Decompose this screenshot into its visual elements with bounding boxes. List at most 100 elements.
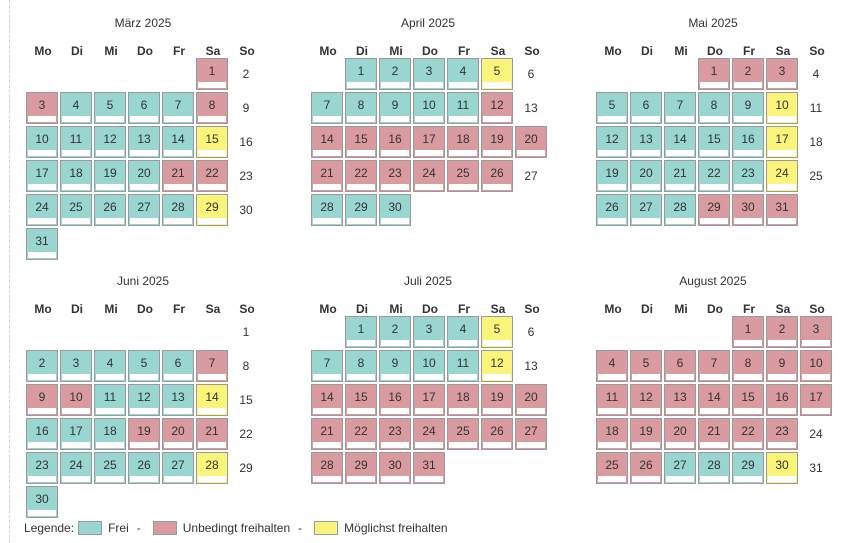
day-cell[interactable]: 28 (698, 452, 730, 484)
day-cell[interactable]: 18 (596, 418, 628, 450)
day-cell[interactable]: 8 (698, 92, 730, 124)
day-cell[interactable]: 24 (60, 452, 92, 484)
day-cell[interactable]: 17 (766, 126, 798, 158)
day-cell[interactable]: 1 (345, 316, 377, 348)
day-cell[interactable]: 19 (630, 418, 662, 450)
day-cell[interactable]: 17 (413, 126, 445, 158)
day-cell[interactable]: 22 (345, 160, 377, 192)
day-cell[interactable]: 30 (732, 194, 764, 226)
day-cell[interactable]: 20 (515, 384, 547, 416)
day-cell[interactable]: 5 (481, 316, 513, 348)
day-cell[interactable]: 11 (596, 384, 628, 416)
day-cell[interactable]: 19 (481, 384, 513, 416)
day-cell[interactable]: 3 (60, 350, 92, 382)
day-cell[interactable]: 14 (311, 126, 343, 158)
day-cell[interactable]: 28 (196, 452, 228, 484)
day-cell[interactable]: 8 (345, 350, 377, 382)
day-cell[interactable]: 19 (481, 126, 513, 158)
day-cell[interactable]: 11 (447, 92, 479, 124)
day-cell[interactable]: 5 (128, 350, 160, 382)
day-cell[interactable]: 2 (732, 58, 764, 90)
day-cell[interactable]: 5 (630, 350, 662, 382)
day-cell[interactable]: 29 (196, 194, 228, 226)
day-cell[interactable]: 31 (413, 452, 445, 484)
day-cell[interactable]: 4 (94, 350, 126, 382)
day-cell[interactable]: 17 (413, 384, 445, 416)
day-cell[interactable]: 25 (94, 452, 126, 484)
day-cell[interactable]: 9 (26, 384, 58, 416)
day-cell[interactable]: 10 (800, 350, 832, 382)
day-cell[interactable]: 11 (60, 126, 92, 158)
day-cell[interactable]: 13 (162, 384, 194, 416)
day-cell[interactable]: 23 (766, 418, 798, 450)
day-cell[interactable]: 10 (26, 126, 58, 158)
day-cell[interactable]: 9 (379, 92, 411, 124)
day-cell[interactable]: 31 (766, 194, 798, 226)
day-cell[interactable]: 30 (379, 452, 411, 484)
day-cell[interactable]: 6 (664, 350, 696, 382)
day-cell[interactable]: 18 (447, 384, 479, 416)
day-cell[interactable]: 20 (515, 126, 547, 158)
day-cell[interactable]: 16 (766, 384, 798, 416)
day-cell[interactable]: 21 (162, 160, 194, 192)
day-cell[interactable]: 7 (311, 92, 343, 124)
day-cell[interactable]: 30 (379, 194, 411, 226)
day-cell[interactable]: 8 (732, 350, 764, 382)
day-cell[interactable]: 17 (60, 418, 92, 450)
day-cell[interactable]: 18 (60, 160, 92, 192)
day-cell[interactable]: 12 (94, 126, 126, 158)
day-cell[interactable]: 19 (94, 160, 126, 192)
day-cell[interactable]: 14 (311, 384, 343, 416)
day-cell[interactable]: 27 (162, 452, 194, 484)
day-cell[interactable]: 24 (413, 160, 445, 192)
day-cell[interactable]: 9 (732, 92, 764, 124)
day-cell[interactable]: 26 (128, 452, 160, 484)
day-cell[interactable]: 2 (379, 316, 411, 348)
day-cell[interactable]: 15 (732, 384, 764, 416)
day-cell[interactable]: 20 (162, 418, 194, 450)
day-cell[interactable]: 18 (447, 126, 479, 158)
day-cell[interactable]: 22 (698, 160, 730, 192)
day-cell[interactable]: 12 (481, 92, 513, 124)
day-cell[interactable]: 28 (311, 194, 343, 226)
day-cell[interactable]: 15 (698, 126, 730, 158)
day-cell[interactable]: 28 (162, 194, 194, 226)
day-cell[interactable]: 20 (630, 160, 662, 192)
day-cell[interactable]: 22 (345, 418, 377, 450)
day-cell[interactable]: 18 (94, 418, 126, 450)
day-cell[interactable]: 29 (345, 452, 377, 484)
day-cell[interactable]: 5 (596, 92, 628, 124)
day-cell[interactable]: 1 (345, 58, 377, 90)
day-cell[interactable]: 6 (630, 92, 662, 124)
day-cell[interactable]: 6 (162, 350, 194, 382)
day-cell[interactable]: 19 (128, 418, 160, 450)
day-cell[interactable]: 27 (128, 194, 160, 226)
day-cell[interactable]: 10 (413, 92, 445, 124)
day-cell[interactable]: 10 (413, 350, 445, 382)
day-cell[interactable]: 24 (26, 194, 58, 226)
day-cell[interactable]: 27 (630, 194, 662, 226)
day-cell[interactable]: 6 (128, 92, 160, 124)
day-cell[interactable]: 21 (664, 160, 696, 192)
day-cell[interactable]: 23 (379, 160, 411, 192)
day-cell[interactable]: 1 (698, 58, 730, 90)
day-cell[interactable]: 16 (732, 126, 764, 158)
day-cell[interactable]: 9 (379, 350, 411, 382)
day-cell[interactable]: 11 (94, 384, 126, 416)
day-cell[interactable]: 27 (664, 452, 696, 484)
day-cell[interactable]: 29 (698, 194, 730, 226)
day-cell[interactable]: 12 (481, 350, 513, 382)
day-cell[interactable]: 4 (60, 92, 92, 124)
day-cell[interactable]: 28 (311, 452, 343, 484)
day-cell[interactable]: 7 (196, 350, 228, 382)
day-cell[interactable]: 26 (630, 452, 662, 484)
day-cell[interactable]: 25 (60, 194, 92, 226)
day-cell[interactable]: 26 (481, 418, 513, 450)
day-cell[interactable]: 2 (766, 316, 798, 348)
day-cell[interactable]: 30 (26, 486, 58, 518)
day-cell[interactable]: 17 (26, 160, 58, 192)
day-cell[interactable]: 1 (732, 316, 764, 348)
day-cell[interactable]: 24 (413, 418, 445, 450)
day-cell[interactable]: 3 (26, 92, 58, 124)
day-cell[interactable]: 26 (481, 160, 513, 192)
